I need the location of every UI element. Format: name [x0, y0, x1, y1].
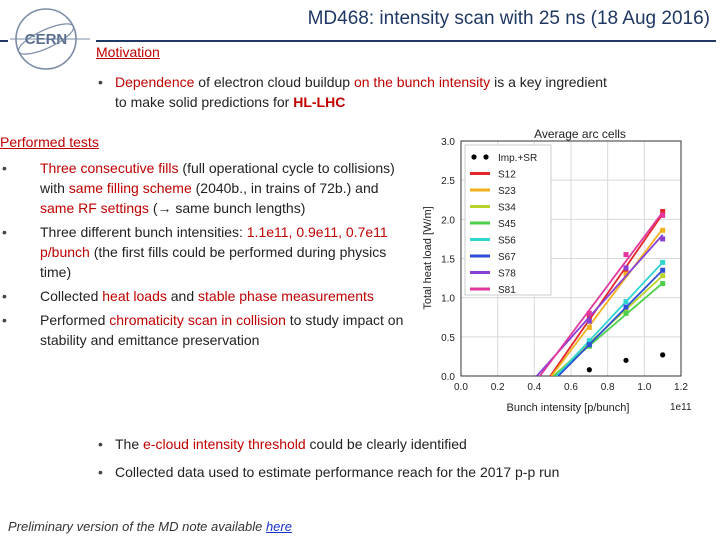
series-point-s56	[586, 338, 592, 344]
footer-note: Preliminary version of the MD note avail…	[8, 519, 292, 534]
performed-tests-list: Three consecutive fills (full operationa…	[0, 158, 414, 354]
legend-label: S81	[498, 285, 516, 296]
logo-text: CERN	[25, 31, 68, 48]
series-point-s78	[660, 236, 666, 242]
legend-label: Imp.+SR	[498, 153, 537, 164]
list-item: The e-cloud intensity threshold could be…	[96, 434, 686, 454]
legend-marker	[471, 154, 477, 160]
series-point-s56	[623, 299, 629, 305]
chart-y-label: Total heat load [W/m]	[422, 206, 434, 309]
series-point-s67	[660, 267, 666, 273]
chart-x-tick-label: 0.0	[454, 382, 468, 393]
legend-label: S34	[498, 203, 516, 214]
chart-y-tick-label: 0.0	[441, 372, 455, 383]
series-line-s81	[539, 211, 664, 376]
chart-x-tick-label: 0.2	[491, 382, 505, 393]
chart-x-exponent: 1e11	[670, 402, 692, 413]
series-point-s45	[660, 281, 666, 287]
chart-x-tick-label: 0.8	[601, 382, 615, 393]
chart-series	[536, 209, 666, 376]
chart-x-tick-label: 1.0	[637, 382, 651, 393]
list-item: Performed chromaticity scan in collision…	[0, 310, 414, 350]
motivation-heading: Motivation	[96, 44, 160, 60]
performed-tests-heading: Performed tests	[0, 134, 99, 150]
chart-y-tick-label: 1.5	[441, 255, 455, 266]
chart-y-tick-label: 1.0	[441, 294, 455, 305]
series-point-s23	[623, 271, 629, 277]
series-point-imp.+sr	[623, 357, 629, 363]
list-item: Collected heat loads and stable phase me…	[0, 286, 414, 306]
chart-y-tick-label: 0.5	[441, 333, 455, 344]
chart-ticks: 0.0 0.2 0.4 0.6 0.8 1.0 1.2 0.0 0.5 1.0 1.5 2.0 2.5 3…	[441, 137, 688, 393]
chart-x-label: Bunch intensity [p/bunch]	[507, 402, 630, 414]
chart-y-tick-label: 3.0	[441, 137, 455, 148]
legend-label: S23	[498, 186, 516, 197]
chart-y-tick-label: 2.0	[441, 215, 455, 226]
chart-x-tick-label: 1.2	[674, 382, 688, 393]
chart-x-tick-label: 0.4	[527, 382, 541, 393]
list-item: Collected data used to estimate performa…	[96, 462, 686, 482]
series-point-s23	[660, 227, 666, 233]
list-item: Three different bunch intensities: 1.1e1…	[0, 222, 414, 282]
heat-load-chart: Average arc cells 0.0 0.2 0.4 0.6 0.8 1.0 1.20…	[422, 127, 692, 414]
series-line-s23	[550, 228, 664, 376]
series-line-s12	[549, 213, 664, 376]
legend-label: S78	[498, 269, 516, 280]
list-item: Three consecutive fills (full operationa…	[0, 158, 414, 218]
series-point-s34	[660, 273, 666, 279]
conclusions-list: The e-cloud intensity threshold could be…	[96, 434, 686, 486]
legend-box	[464, 144, 552, 296]
series-point-s81	[660, 212, 666, 218]
series-point-s67	[586, 342, 592, 348]
series-point-s67	[623, 304, 629, 310]
series-point-s78	[586, 318, 592, 324]
series-point-s23	[586, 324, 592, 330]
legend-label: S45	[498, 219, 516, 230]
series-line-s56	[555, 261, 664, 376]
arrow-icon: →	[157, 200, 172, 216]
series-point-s78	[623, 265, 629, 271]
legend-label: S56	[498, 236, 516, 247]
series-line-s67	[557, 269, 664, 376]
chart-legend: Imp.+SR S12 S23 S34 S45 S56 S67 S78 S81	[464, 144, 552, 296]
motivation-list: Dependence of electron cloud buildup on …	[96, 72, 616, 116]
chart-y-tick-label: 2.5	[441, 176, 455, 187]
legend-label: S12	[498, 170, 516, 181]
chart-title: Average arc cells	[534, 127, 626, 141]
series-point-s81	[586, 310, 592, 316]
legend-label: S67	[498, 252, 516, 263]
title-divider-left	[0, 40, 8, 42]
logo-orbit-icon	[17, 23, 75, 55]
cern-logo: CERN	[10, 8, 90, 70]
series-point-s81	[623, 252, 629, 258]
series-point-s45	[623, 310, 629, 316]
legend-marker	[483, 154, 489, 160]
chart-x-tick-label: 0.6	[564, 382, 578, 393]
chart-frame	[460, 140, 682, 377]
series-point-imp.+sr	[660, 352, 666, 358]
series-point-s56	[660, 259, 666, 265]
slide-title: MD468: intensity scan with 25 ns (18 Aug…	[307, 8, 710, 29]
series-point-imp.+sr	[586, 367, 592, 373]
series-point-s12	[660, 209, 666, 214]
motivation-bullet: Dependence of electron cloud buildup on …	[96, 72, 616, 112]
title-divider	[96, 40, 716, 42]
md-note-link[interactable]: here	[265, 519, 292, 534]
